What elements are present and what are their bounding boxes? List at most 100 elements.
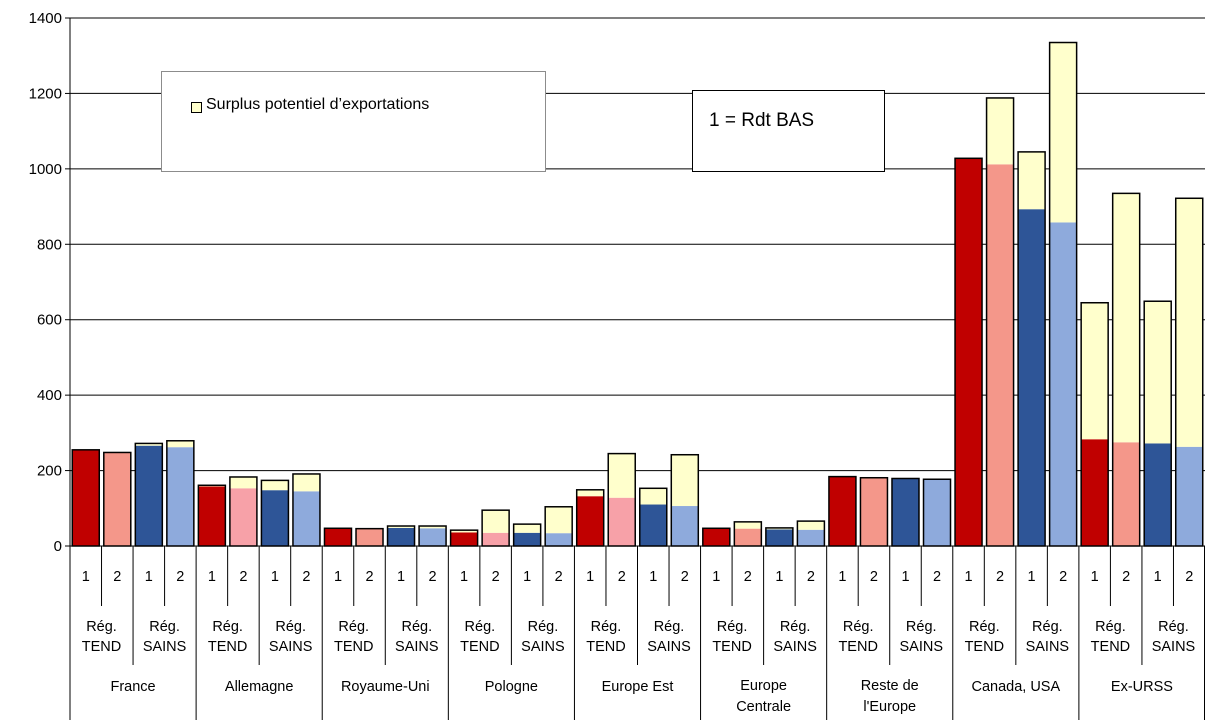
scenario-label-6-1-a: Rég. [906, 619, 937, 635]
bar-3-3-surplus [545, 506, 573, 534]
bar-2-0-base [324, 528, 352, 546]
level-label-0-2: 1 [145, 569, 153, 585]
scenario-label-6-0-a: Rég. [843, 619, 874, 635]
bar-5-3-surplus [797, 521, 825, 530]
scenario-label-2-0-b: TEND [334, 639, 373, 655]
level-label-5-0: 1 [712, 569, 720, 585]
scenario-label-5-1-b: SAINS [773, 639, 817, 655]
bar-6-1-base [860, 477, 888, 546]
region-label-4: Europe Est [602, 679, 674, 695]
level-label-2-3: 2 [429, 569, 437, 585]
level-label-7-0: 1 [965, 569, 973, 585]
bar-4-0-surplus [576, 489, 604, 497]
scenario-label-3-1-b: SAINS [521, 639, 565, 655]
bars [71, 41, 1204, 547]
scenario-label-0-1-a: Rég. [149, 619, 180, 635]
level-label-2-0: 1 [334, 569, 342, 585]
scenario-label-4-0-b: TEND [586, 639, 625, 655]
y-tick-label-1400: 1400 [29, 10, 62, 27]
y-tick-label-200: 200 [37, 463, 62, 480]
bar-0-2-surplus [135, 443, 163, 446]
bar-8-0-base [1081, 439, 1109, 546]
scenario-label-7-0-a: Rég. [969, 619, 1000, 635]
level-label-7-2: 1 [1028, 569, 1036, 585]
legend-label-surplus: Surplus potentiel d’exportations [206, 96, 430, 113]
annotation-text: 1 = Rdt BAS [709, 110, 815, 131]
scenario-label-4-0-a: Rég. [591, 619, 622, 635]
level-label-5-1: 2 [744, 569, 752, 585]
bar-8-0-surplus [1081, 302, 1109, 440]
bar-3-1-base [482, 532, 510, 546]
bar-2-2-base [387, 527, 415, 546]
bar-4-1-surplus [608, 453, 636, 498]
bar-8-2-surplus [1144, 301, 1172, 444]
region-label-3: Pologne [485, 679, 538, 695]
bar-6-0-base [828, 476, 856, 546]
bar-1-3-surplus [292, 473, 320, 492]
level-label-5-3: 2 [807, 569, 815, 585]
bar-0-2-base [135, 445, 163, 546]
level-label-4-3: 2 [681, 569, 689, 585]
bar-8-3-surplus [1175, 198, 1203, 447]
bar-8-1-surplus [1112, 193, 1140, 443]
y-tick-label-0: 0 [54, 538, 62, 555]
level-label-4-0: 1 [586, 569, 594, 585]
bar-1-3-base [292, 491, 320, 546]
bar-1-0-base [198, 486, 226, 546]
category-labels: 1 2 1 2 Rég. TEND Rég. SAINS France 1 2 1 2 Rég. TEND R… [69, 546, 1205, 720]
bar-3-2-base [513, 532, 541, 546]
level-label-0-1: 2 [113, 569, 121, 585]
level-label-2-1: 2 [365, 569, 373, 585]
bar-4-2-surplus [639, 488, 667, 505]
y-tick-label-600: 600 [37, 312, 62, 329]
bar-3-0-base [450, 532, 478, 546]
level-label-8-1: 2 [1122, 569, 1130, 585]
bar-5-0-base [702, 528, 730, 546]
bar-0-1-base [103, 452, 131, 546]
region-label-0: France [110, 679, 155, 695]
level-label-8-3: 2 [1185, 569, 1193, 585]
bar-1-2-surplus [261, 480, 289, 491]
region-label-1: Allemagne [225, 679, 294, 695]
level-label-6-1: 2 [870, 569, 878, 585]
scenario-label-5-0-b: TEND [712, 639, 751, 655]
scenario-label-4-1-b: SAINS [647, 639, 691, 655]
scenario-label-5-0-a: Rég. [717, 619, 748, 635]
bar-3-1-surplus [482, 510, 510, 533]
bar-7-3-base [1049, 222, 1077, 546]
region-label-2: Royaume-Uni [341, 679, 430, 695]
scenario-label-7-1-a: Rég. [1032, 619, 1063, 635]
level-label-0-0: 1 [82, 569, 90, 585]
bar-2-3-surplus [419, 526, 447, 529]
bar-5-1-surplus [734, 521, 762, 529]
scenario-label-8-0-a: Rég. [1095, 619, 1126, 635]
bar-5-2-base [765, 529, 793, 546]
level-label-6-3: 2 [933, 569, 941, 585]
y-tick-label-1200: 1200 [29, 85, 62, 102]
bar-4-1-base [608, 497, 636, 546]
level-label-7-1: 2 [996, 569, 1004, 585]
bar-8-1-base [1112, 442, 1140, 546]
bar-5-3-base [797, 529, 825, 546]
bar-0-3-surplus [166, 440, 194, 448]
level-label-5-2: 1 [775, 569, 783, 585]
scenario-label-0-0-b: TEND [82, 639, 121, 655]
level-label-1-3: 2 [302, 569, 310, 585]
bar-7-3-surplus [1049, 42, 1077, 223]
scenario-label-6-1-b: SAINS [899, 639, 943, 655]
bar-8-2-base [1144, 443, 1172, 546]
scenario-label-4-1-a: Rég. [654, 619, 685, 635]
bar-2-1-base [356, 528, 384, 546]
region-label-5-a: Europe [740, 678, 787, 694]
level-label-7-3: 2 [1059, 569, 1067, 585]
bar-1-1-base [229, 488, 257, 546]
bar-3-3-base [545, 533, 573, 546]
annotation-box: 1 = Rdt BAS [692, 90, 885, 172]
y-tick-label-1000: 1000 [29, 161, 62, 178]
legend-swatch-surplus [191, 102, 202, 113]
bar-3-0-surplus [450, 530, 478, 533]
scenario-label-7-0-b: TEND [965, 639, 1004, 655]
bar-5-2-surplus [765, 527, 793, 530]
level-label-2-2: 1 [397, 569, 405, 585]
